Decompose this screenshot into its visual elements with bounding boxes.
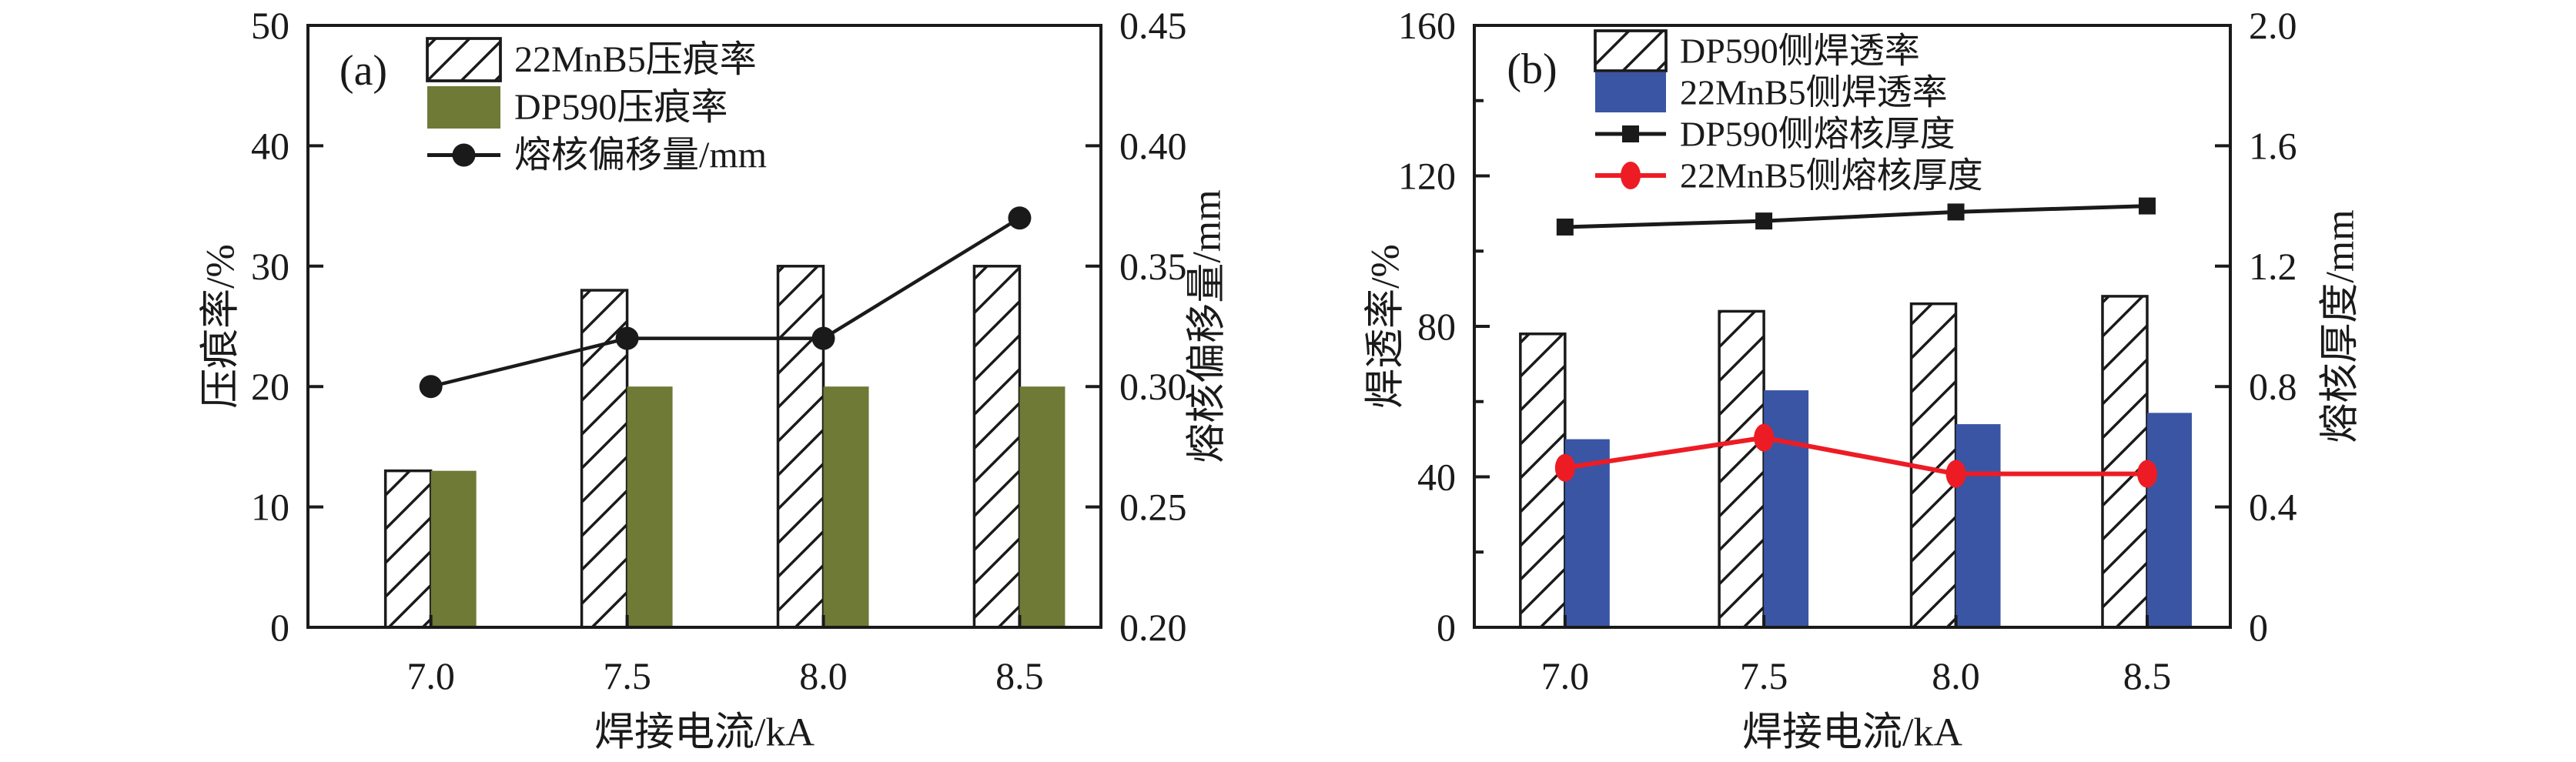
legend-swatch-hatched — [426, 37, 502, 82]
legend-label: DP590侧焊透率 — [1680, 32, 1920, 71]
bar-hatched-DP590侧焊透率 — [2101, 295, 2149, 629]
marker-ellipse — [2136, 460, 2157, 488]
panel-tag: (a) — [340, 47, 387, 95]
legend-swatch-solid — [1595, 72, 1666, 112]
x-tick-label: 8.5 — [2123, 654, 2172, 697]
legend-label: 22MnB5侧熔核厚度 — [1680, 156, 1983, 196]
right-tick-label: 0 — [2249, 606, 2268, 649]
x-axis-title: 焊接电流/kA — [594, 711, 815, 755]
legend-label: 22MnB5压痕率 — [514, 39, 757, 80]
marker-circle — [1008, 206, 1032, 230]
bar-solid-22MnB5侧焊透率 — [1955, 424, 2001, 627]
panel-a: 0 10 20 30 40 50 0.20 0.25 0.30 0.35 0.40 0.45 7.0 7.… — [199, 4, 1229, 755]
bar-hatched-22MnB5压痕率 — [776, 265, 825, 629]
legend-label: DP590压痕率 — [514, 87, 728, 128]
x-tick-label: 7.5 — [603, 654, 651, 697]
right-axis-title: 熔核偏移量/mm — [1186, 189, 1229, 463]
left-tick-label: 30 — [251, 245, 289, 288]
right-tick-label: 0.8 — [2249, 365, 2297, 408]
left-tick-label: 40 — [1417, 456, 1456, 499]
line-22MnB5侧熔核厚度 — [1564, 435, 2147, 476]
marker-square — [2138, 197, 2156, 215]
bar-solid-DP590压痕率 — [823, 386, 869, 627]
left-tick-label: 160 — [1398, 4, 1456, 47]
left-tick-label: 80 — [1417, 305, 1456, 348]
marker-square — [1947, 203, 1965, 221]
right-axis-title: 熔核厚度/mm — [2319, 209, 2363, 443]
x-tick-label: 8.0 — [799, 654, 848, 697]
marker-circle — [615, 326, 639, 350]
legend-marker-square — [1622, 125, 1639, 142]
line-DP590侧熔核厚度 — [1564, 204, 2148, 229]
x-tick-label: 8.5 — [995, 654, 1044, 697]
right-tick-label: 1.2 — [2249, 245, 2297, 288]
right-tick-label: 2.0 — [2249, 4, 2297, 47]
right-tick-label: 0.25 — [1119, 486, 1187, 529]
right-tick-label: 0.45 — [1119, 4, 1187, 47]
x-axis-title: 焊接电流/kA — [1742, 711, 1962, 755]
panel-tag: (b) — [1507, 45, 1557, 93]
legend-label: 熔核偏移量/mm — [514, 135, 767, 175]
right-tick-label: 0.20 — [1119, 606, 1187, 649]
marker-circle — [811, 326, 835, 350]
legend-label: DP590侧熔核厚度 — [1680, 115, 1955, 154]
marker-circle — [419, 375, 443, 399]
legend-label: 22MnB5侧焊透率 — [1680, 73, 1948, 112]
line-熔核偏移量/mm — [430, 216, 1021, 389]
bar-hatched-DP590侧焊透率 — [1718, 309, 1765, 629]
right-tick-label: 0.35 — [1119, 245, 1187, 288]
marker-ellipse — [1945, 460, 1966, 488]
right-tick-label: 0.40 — [1119, 124, 1187, 167]
x-tick-label: 8.0 — [1932, 654, 1980, 697]
x-tick-label: 7.0 — [1541, 654, 1590, 697]
right-tick-label: 0.30 — [1119, 365, 1187, 408]
left-tick-label: 40 — [251, 124, 289, 167]
bar-solid-DP590压痕率 — [430, 470, 477, 627]
left-tick-label: 120 — [1398, 155, 1456, 198]
left-tick-label: 50 — [251, 4, 289, 47]
legend-swatch-solid — [427, 86, 500, 129]
bar-hatched-22MnB5压痕率 — [383, 469, 433, 629]
marker-ellipse — [1554, 453, 1575, 482]
left-axis-title: 焊透率/% — [1364, 244, 1408, 409]
marker-square — [1556, 218, 1574, 236]
plot-frame — [306, 24, 1102, 629]
bar-solid-22MnB5侧焊透率 — [2146, 413, 2192, 627]
x-tick-label: 7.0 — [406, 654, 455, 697]
left-tick-label: 10 — [251, 486, 289, 529]
bar-solid-22MnB5侧焊透率 — [1764, 390, 1809, 627]
right-tick-label: 1.6 — [2249, 124, 2297, 167]
legend-marker-circle — [452, 143, 476, 167]
right-tick-label: 0.4 — [2249, 486, 2297, 529]
legend-marker-ellipse — [1621, 162, 1641, 189]
x-tick-label: 7.5 — [1740, 654, 1788, 697]
left-tick-label: 20 — [251, 365, 289, 408]
panel-b: 0 40 80 120 160 0 0.4 0.8 1.2 1.6 2.0 7.0 7.5 8.0 8.5 焊… — [1364, 4, 2363, 755]
bar-hatched-22MnB5压痕率 — [972, 265, 1022, 629]
bar-solid-DP590压痕率 — [627, 386, 673, 627]
left-tick-label: 0 — [270, 606, 289, 649]
legend-swatch-hatched — [1594, 29, 1668, 72]
bar-hatched-DP590侧焊透率 — [1519, 333, 1567, 629]
left-axis-title: 压痕率/% — [199, 244, 243, 409]
bar-solid-DP590压痕率 — [1019, 386, 1066, 627]
marker-ellipse — [1754, 423, 1775, 452]
marker-square — [1755, 212, 1773, 230]
left-tick-label: 0 — [1437, 606, 1456, 649]
